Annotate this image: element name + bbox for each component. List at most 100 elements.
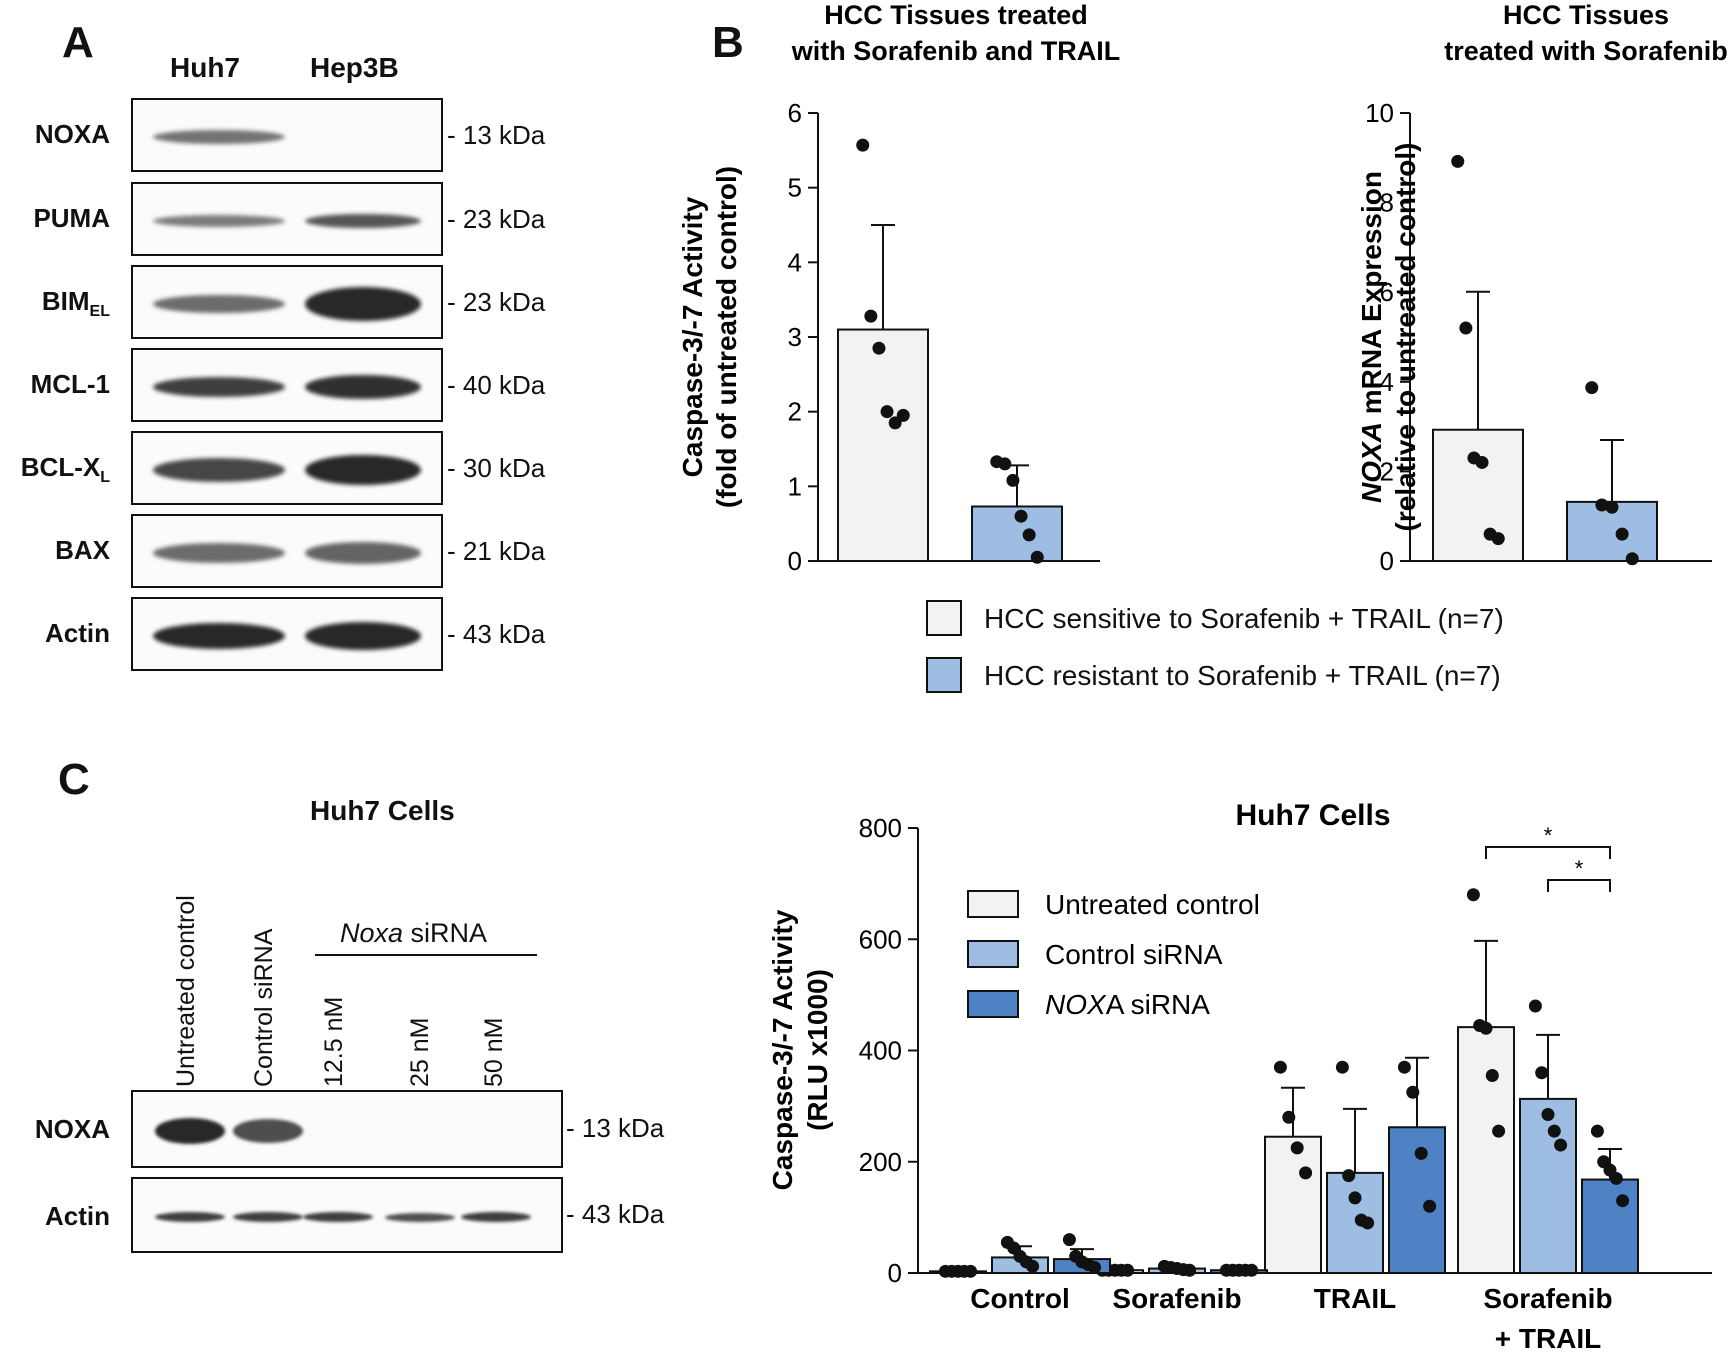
legend-b-label-resistant: HCC resistant to Sorafenib + TRAIL (n=7)	[984, 660, 1501, 691]
blot-a-band-0-0	[153, 130, 285, 144]
blot-c-band-1-1	[233, 1212, 303, 1222]
chart1-s0-point-1	[864, 309, 878, 323]
chart1-s1-point-3	[1014, 509, 1028, 523]
chart3-legend-label-0: Untreated control	[1045, 889, 1260, 920]
chart2-ytick-label-10: 10	[1365, 98, 1394, 128]
blot-c-kda-1: - 43 kDa	[566, 1199, 665, 1229]
blot-a-kda-4: - 30 kDa	[447, 453, 546, 483]
chart3-legend-label-2: NOXA siRNA	[1045, 989, 1210, 1020]
chart2-title-1: treated with Sorafenib	[1444, 36, 1728, 66]
chart3-s0-c1-point-4	[1121, 1263, 1135, 1277]
chart-noxa-mrna: HCC Tissues treated with Sorafenib 0 2 4 6 8 10…	[1356, 0, 1728, 576]
blot-a-band-6-0	[153, 623, 285, 649]
chart2-s0-point-0	[1451, 154, 1465, 168]
chart3-legend-swatch-1	[967, 940, 1019, 968]
panel-letter-c: C	[58, 755, 90, 804]
chart3-legend-swatch-2	[967, 990, 1019, 1018]
blot-a-label-0: NOXA	[34, 119, 110, 149]
chart3-s0-c3-point-4	[1492, 1124, 1506, 1138]
chart2-ytick-label-8: 8	[1380, 188, 1394, 218]
blot-c-band-1-0	[155, 1212, 225, 1222]
chart3-s1-c3-point-2	[1541, 1107, 1555, 1121]
blot-a-label-2: BIMEL	[41, 286, 110, 321]
blot-c-row-1	[131, 1177, 563, 1253]
chart3-legend-swatch-0	[967, 890, 1019, 918]
blot-a-label-1: PUMA	[33, 203, 110, 233]
chart2-title-0: HCC Tissues	[1503, 0, 1669, 30]
legend-b-swatch-resistant	[926, 657, 962, 693]
chart3-s2-c0-point-4	[1088, 1260, 1102, 1274]
blot-a-band-2-1	[305, 287, 421, 321]
chart1-title-0: HCC Tissues treated	[824, 0, 1088, 30]
chart3-ylabel-line1: Caspase-3/-7 Activity	[767, 909, 798, 1190]
chart-caspase-huh7: Huh7 Cells 0 200 400 600 800 Caspase-3/-7 Acti…	[767, 799, 1712, 1354]
blot-a-band-4-0	[153, 458, 285, 482]
chart3-s0-c2-point-3	[1299, 1166, 1313, 1180]
chart3-title: Huh7 Cells	[1235, 799, 1390, 832]
chart2-s0-point-3	[1475, 455, 1489, 469]
chart-caspase-tissue: HCC Tissues treated with Sorafenib and TR…	[677, 0, 1120, 576]
chart1-s0-point-5	[896, 408, 910, 422]
chart2-ytick-label-4: 4	[1380, 367, 1394, 397]
chart3-s2-c3-point-4	[1616, 1194, 1630, 1208]
chart3-s2-c2-point-1	[1406, 1085, 1420, 1099]
chart1-s1-point-2	[1006, 473, 1020, 487]
blot-a-band-5-0	[153, 543, 285, 563]
chart3-sig-bracket-1	[1547, 879, 1611, 892]
chart3-category-3-0: Sorafenib	[1483, 1283, 1612, 1314]
chart1-ylabel-line1: Caspase-3/-7 Activity	[677, 196, 708, 477]
blot-header-huh7: Huh7	[170, 52, 240, 83]
chart1-ytick-label-0: 0	[788, 546, 802, 576]
blot-a-band-3-0	[153, 377, 285, 397]
chart3-s0-c3-point-2	[1479, 1021, 1493, 1035]
chart2-s1-point-0	[1585, 381, 1599, 395]
chart3-ytick-label-200: 200	[859, 1147, 902, 1177]
blot-a-row-4	[131, 431, 443, 505]
blot-a-label-4: BCL-XL	[20, 452, 110, 487]
chart3-s0-c2-point-0	[1273, 1060, 1287, 1074]
chart2-s1-point-2	[1605, 500, 1619, 514]
blot-a-kda-6: - 43 kDa	[447, 619, 546, 649]
blot-a-row-1	[131, 182, 443, 256]
chart3-ylabel-line2: (RLU x1000)	[802, 969, 833, 1131]
chart2-ylabel-line2: (relative to untreated control)	[1390, 143, 1421, 532]
blot-a-kda-0: - 13 kDa	[447, 120, 546, 150]
chart3-s2-c2-point-0	[1397, 1060, 1411, 1074]
chart3-s1-c2-point-0	[1335, 1060, 1349, 1074]
chart3-ytick-label-800: 800	[859, 813, 902, 843]
chart2-s0-point-1	[1459, 321, 1473, 335]
blot-c-band-0-0	[155, 1118, 225, 1144]
panel-letter-a: A	[62, 18, 94, 67]
chart3-s0-c3-point-3	[1485, 1069, 1499, 1083]
blot-a-row-2	[131, 265, 443, 339]
blot-a-row-0	[131, 98, 443, 172]
chart1-ytick-label-1: 1	[788, 471, 802, 501]
panel-letter-b: B	[712, 18, 744, 67]
chart3-s0-c3-bar	[1457, 1026, 1515, 1274]
chart2-s1-point-1	[1595, 498, 1609, 512]
chart1-title-1: with Sorafenib and TRAIL	[791, 36, 1121, 66]
noxa-sirna-group-line	[315, 954, 537, 956]
chart3-legend-label-1: Control siRNA	[1045, 939, 1223, 970]
legend-b-label-sensitive: HCC sensitive to Sorafenib + TRAIL (n=7)	[984, 603, 1504, 634]
chart3-s1-c3-point-1	[1535, 1066, 1549, 1080]
chart2-s1-point-3	[1615, 527, 1629, 541]
chart2-s0-point-5	[1491, 532, 1505, 546]
chart3-s0-c2-point-1	[1282, 1110, 1296, 1124]
blot-a-band-6-1	[305, 622, 421, 650]
chart1-ylabel-line2: (fold of untreated control)	[711, 166, 742, 508]
chart3-s2-c3-point-3	[1609, 1171, 1623, 1185]
chart3-s2-c0-point-0	[1062, 1233, 1076, 1247]
chart2-ytick-label-2: 2	[1380, 456, 1394, 486]
chart3-sig-bracket-0	[1485, 846, 1611, 859]
chart1-ytick-label-2: 2	[788, 397, 802, 427]
chart3-s0-c0-point-4	[964, 1264, 978, 1278]
chart3-sig-label-1: *	[1575, 856, 1584, 881]
blot-a-label-5: BAX	[55, 535, 110, 565]
legend-b-swatch-sensitive	[926, 600, 962, 636]
noxa-sirna-group-label: Noxa siRNA	[340, 918, 488, 948]
blot-a-band-2-0	[153, 295, 285, 313]
chart1-s1-point-5	[1030, 550, 1044, 564]
blot-a-band-1-0	[153, 215, 285, 227]
chart3-category-0-0: Control	[970, 1283, 1070, 1314]
